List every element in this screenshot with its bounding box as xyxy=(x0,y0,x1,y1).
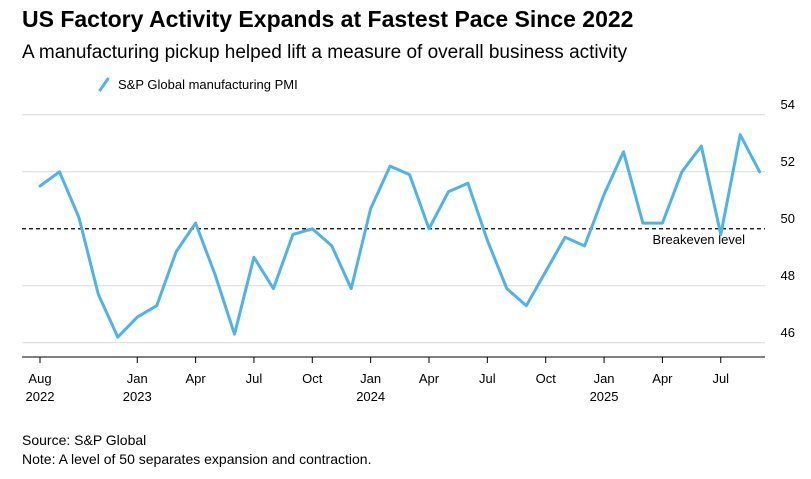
legend: S&P Global manufacturing PMI xyxy=(96,77,298,92)
x-tick-label: Jan xyxy=(360,371,381,386)
y-tick-label: 48 xyxy=(781,268,795,283)
x-tick-label: Aug xyxy=(28,371,51,386)
series-layer xyxy=(38,133,762,339)
x-tick-label: Apr xyxy=(652,371,673,386)
x-tick-label: Oct xyxy=(302,371,323,386)
x-tick-label: Apr xyxy=(419,371,440,386)
x-axis: Aug 2022 Jan 2023 Apr Jul Oct Jan 2024 Apr Jul Oct J… xyxy=(22,356,765,404)
gridlines xyxy=(22,114,765,344)
x-tick-year-label: 2024 xyxy=(356,389,385,404)
y-axis: 46 48 50 52 54 xyxy=(781,97,795,340)
y-tick-label: 52 xyxy=(781,154,795,169)
y-tick-label: 54 xyxy=(781,97,795,112)
source-note: Source: S&P Global xyxy=(22,432,147,448)
x-tick-label: Jan xyxy=(594,371,615,386)
x-tick-year-label: 2022 xyxy=(26,389,55,404)
x-tick-label: Jan xyxy=(127,371,148,386)
y-tick-label: 50 xyxy=(781,211,795,226)
chart-subtitle: A manufacturing pickup helped lift a mea… xyxy=(22,42,628,63)
x-tick-label: Apr xyxy=(185,371,206,386)
legend-label: S&P Global manufacturing PMI xyxy=(118,77,298,92)
x-tick-label: Jul xyxy=(246,371,263,386)
x-tick-year-label: 2023 xyxy=(123,389,152,404)
footer: Source: S&P Global Note: A level of 50 s… xyxy=(22,431,371,469)
x-tick-label: Oct xyxy=(536,371,557,386)
chart-title: US Factory Activity Expands at Fastest P… xyxy=(22,6,634,32)
series-line xyxy=(38,133,762,339)
breakeven-label: Breakeven level xyxy=(653,232,746,247)
footnote: Note: A level of 50 separates expansion … xyxy=(22,451,372,467)
reference-layer: Breakeven level xyxy=(22,228,765,247)
x-tick-label: Jul xyxy=(479,371,496,386)
y-tick-label: 46 xyxy=(781,325,795,340)
x-tick-label: Jul xyxy=(712,371,729,386)
x-tick-year-label: 2025 xyxy=(590,389,619,404)
